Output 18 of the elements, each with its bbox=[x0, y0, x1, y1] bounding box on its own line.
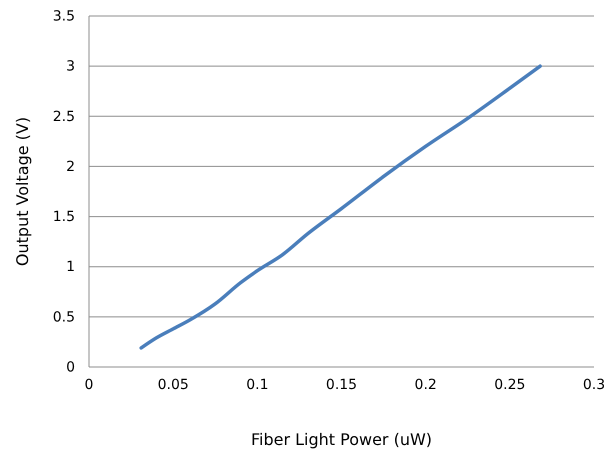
y-tick-label: 0 bbox=[66, 359, 75, 376]
y-tick-label: 3 bbox=[66, 58, 75, 75]
x-axis-title: Fiber Light Power (uW) bbox=[250, 430, 432, 449]
x-tick-label: 0.1 bbox=[246, 376, 268, 393]
line-series bbox=[139, 64, 542, 350]
y-tick-label: 2.5 bbox=[52, 108, 75, 125]
y-tick-label: 1 bbox=[66, 259, 75, 276]
x-tick-label: 0.3 bbox=[582, 376, 606, 393]
x-tick-label: 0.05 bbox=[158, 376, 189, 393]
y-axis-title: Output Voltage (V) bbox=[13, 116, 32, 266]
y-tick-label: 1.5 bbox=[52, 209, 75, 226]
y-tick-label: 2 bbox=[66, 158, 75, 175]
x-tick-label: 0 bbox=[84, 376, 94, 393]
x-tick-label: 0.2 bbox=[414, 376, 437, 393]
y-tick-label: 3.5 bbox=[52, 8, 75, 24]
x-tick-label: 0.25 bbox=[494, 376, 526, 393]
y-tick-label: 0.5 bbox=[52, 309, 75, 326]
x-tick-label: 0.15 bbox=[326, 376, 358, 393]
